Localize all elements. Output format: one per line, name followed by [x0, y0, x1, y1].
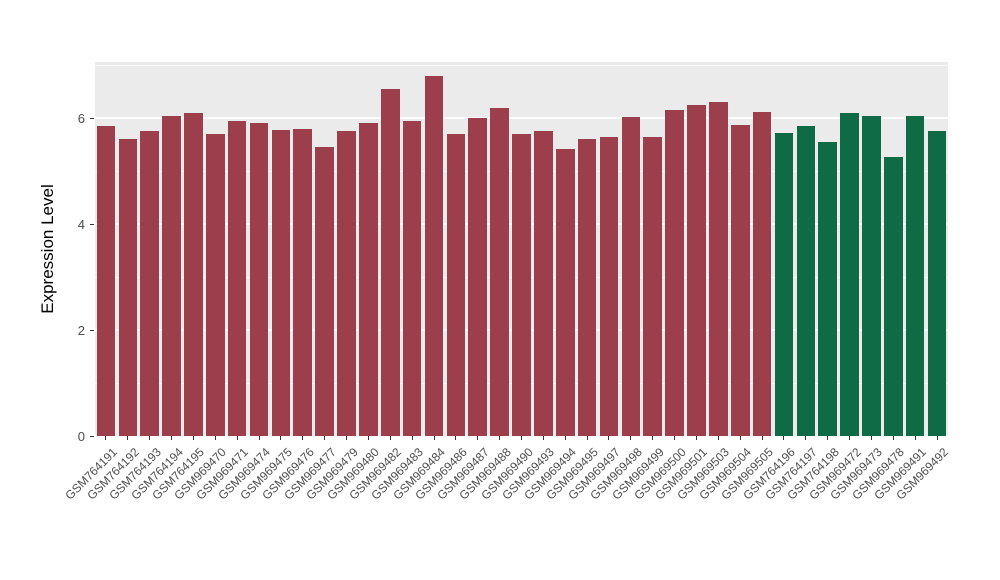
bar: [271, 129, 291, 436]
gridline-major: [95, 117, 948, 119]
bar: [840, 112, 859, 436]
x-tick-mark: [258, 436, 260, 440]
x-tick-mark: [586, 436, 588, 440]
bar: [490, 107, 509, 436]
y-tick-label: 4: [77, 216, 85, 232]
y-tick-label: 2: [77, 322, 85, 338]
bar: [402, 120, 422, 436]
y-tick-label: 6: [77, 110, 85, 126]
bar: [227, 120, 247, 436]
bar: [577, 139, 597, 436]
y-tick-mark: [90, 435, 94, 437]
bar: [162, 115, 181, 436]
bar: [468, 118, 488, 436]
bar: [249, 123, 269, 436]
bar: [555, 148, 575, 436]
x-tick-mark: [455, 436, 457, 440]
bar: [140, 131, 159, 436]
bar: [599, 136, 619, 436]
x-tick-mark: [914, 436, 916, 440]
gridline-minor: [95, 64, 948, 66]
y-tick-label: 0: [77, 428, 85, 444]
x-tick-mark: [936, 436, 938, 440]
x-tick-mark: [192, 436, 194, 440]
x-tick-mark: [652, 436, 654, 440]
bar: [293, 128, 313, 436]
x-tick-mark: [739, 436, 741, 440]
x-tick-mark: [127, 436, 129, 440]
x-tick-mark: [849, 436, 851, 440]
x-tick-mark: [564, 436, 566, 440]
y-tick-mark: [90, 223, 94, 225]
x-tick-mark: [411, 436, 413, 440]
x-tick-mark: [870, 436, 872, 440]
bar: [380, 89, 400, 436]
bar: [315, 147, 334, 436]
y-tick-mark: [90, 117, 94, 119]
x-tick-mark: [783, 436, 785, 440]
x-tick-mark: [389, 436, 391, 440]
x-tick-mark: [302, 436, 304, 440]
bar: [205, 134, 225, 436]
bar: [884, 156, 903, 436]
x-tick-mark: [346, 436, 348, 440]
x-tick-mark: [542, 436, 544, 440]
x-tick-mark: [695, 436, 697, 440]
bar: [621, 117, 641, 436]
x-tick-mark: [805, 436, 807, 440]
x-tick-mark: [892, 436, 894, 440]
bar: [359, 123, 378, 436]
x-tick-mark: [214, 436, 216, 440]
x-tick-mark: [477, 436, 479, 440]
bar: [424, 75, 444, 436]
bar: [818, 142, 837, 436]
y-tick-mark: [90, 329, 94, 331]
bar: [337, 131, 356, 436]
x-tick-mark: [761, 436, 763, 440]
bar: [752, 111, 772, 436]
bar: [446, 134, 466, 436]
x-tick-mark: [236, 436, 238, 440]
y-axis-title: Expression Level: [38, 184, 57, 314]
x-tick-mark: [717, 436, 719, 440]
plot-panel: [95, 62, 948, 437]
bar: [665, 110, 684, 436]
bar: [118, 139, 138, 436]
x-tick-mark: [280, 436, 282, 440]
bar: [512, 134, 531, 436]
x-tick-label: GSM969492: [893, 445, 951, 503]
bar: [709, 102, 728, 436]
x-tick-mark: [324, 436, 326, 440]
bar: [862, 115, 881, 436]
bar: [927, 131, 947, 436]
x-tick-mark: [149, 436, 151, 440]
x-tick-mark: [827, 436, 829, 440]
bar: [730, 125, 750, 436]
x-tick-mark: [674, 436, 676, 440]
bar: [905, 115, 925, 436]
bar: [184, 112, 203, 436]
x-tick-mark: [608, 436, 610, 440]
x-tick-mark: [499, 436, 501, 440]
x-tick-mark: [367, 436, 369, 440]
x-tick-mark: [433, 436, 435, 440]
x-tick-mark: [171, 436, 173, 440]
bar: [796, 126, 816, 436]
bar: [643, 136, 662, 436]
x-tick-mark: [521, 436, 522, 440]
bar: [687, 104, 706, 436]
bar: [774, 133, 794, 436]
bar: [534, 131, 553, 436]
bar: [96, 126, 116, 436]
x-tick-mark: [105, 436, 107, 440]
x-tick-mark: [630, 436, 632, 440]
